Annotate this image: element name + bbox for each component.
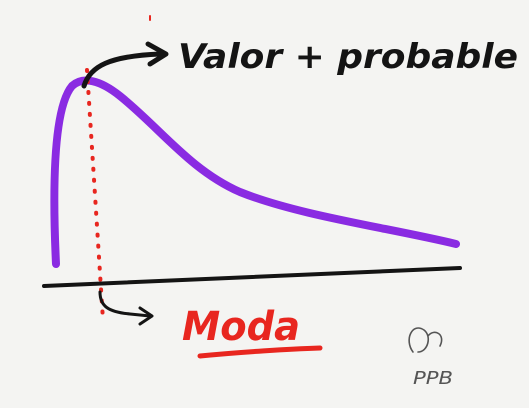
mode-arrow	[98, 290, 152, 318]
distribution-curve	[50, 76, 460, 268]
pointer-arrow-head	[145, 41, 169, 67]
mode-dotted-line	[85, 68, 105, 322]
top-label: Valor + probable	[178, 37, 518, 77]
pointer-arrow	[81, 51, 163, 89]
x-axis	[42, 266, 462, 288]
mode-label: Moda	[182, 304, 300, 350]
mode-label-underline	[197, 345, 323, 359]
signature-scribble	[408, 327, 443, 353]
mode-arrow-head	[138, 306, 154, 326]
signature-text: PPB	[413, 368, 453, 389]
